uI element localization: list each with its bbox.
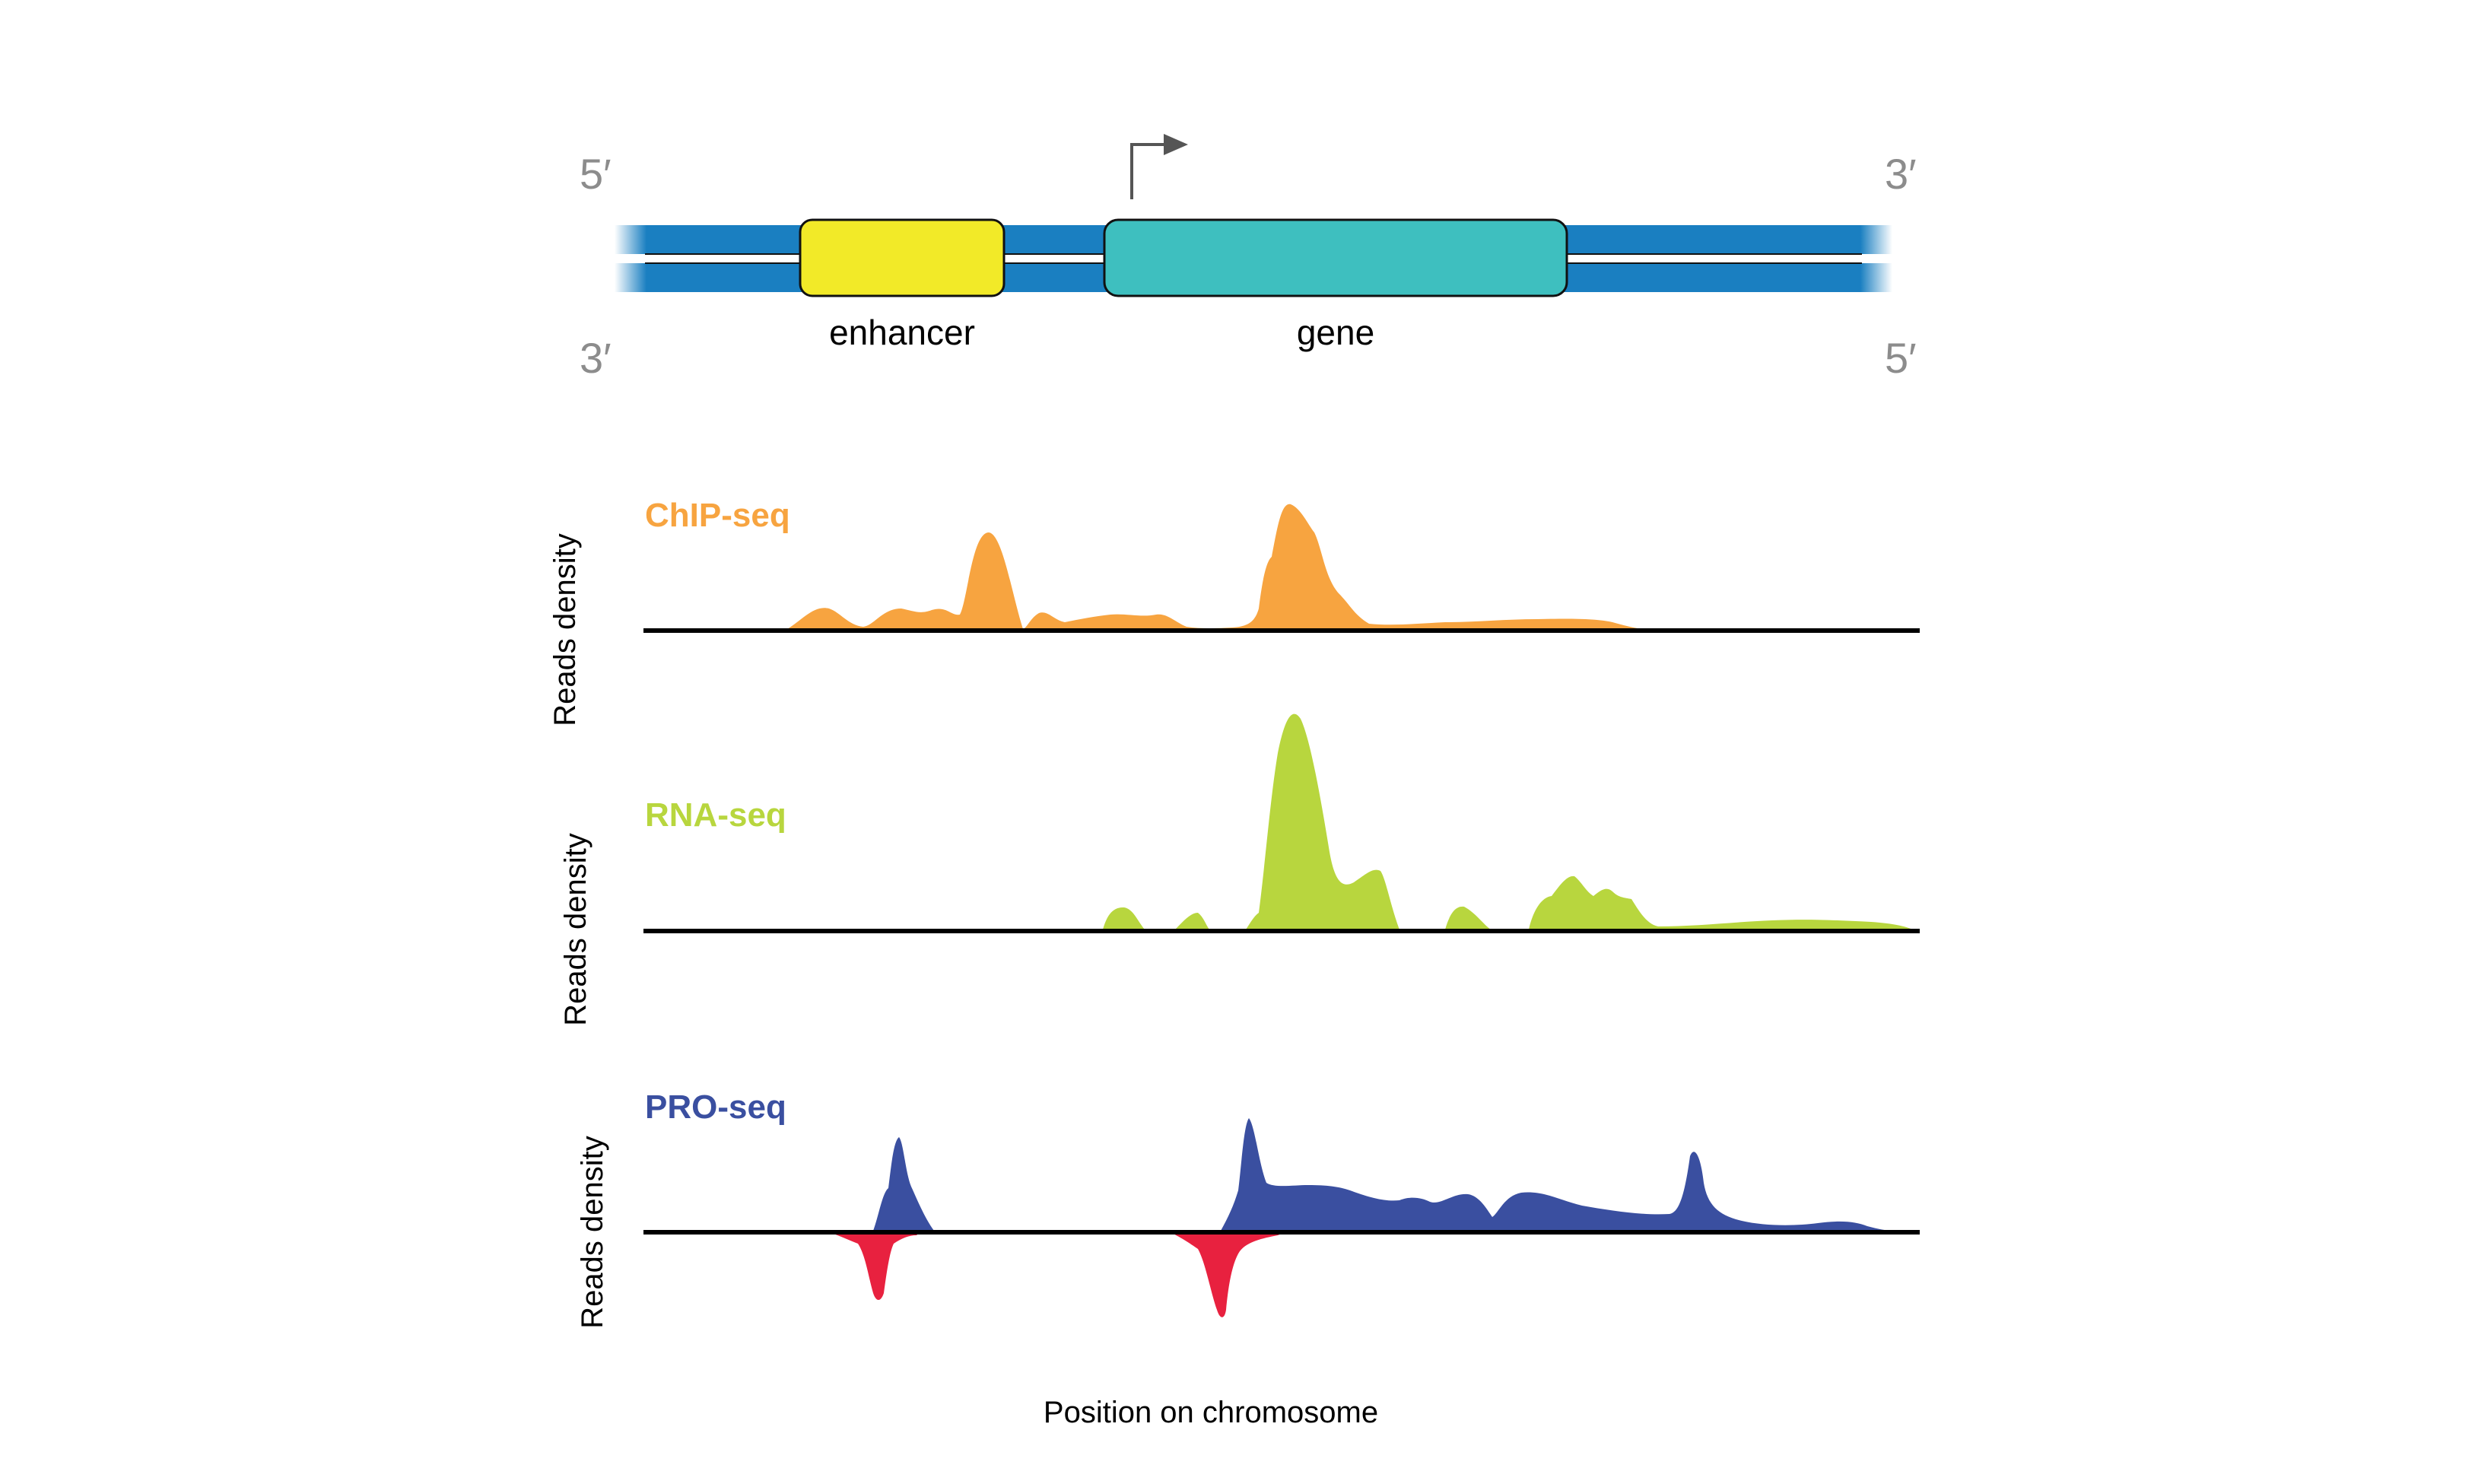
enhancer-label: enhancer [829, 313, 975, 352]
chipseq-track: ChIP-seq Reads density [548, 497, 1920, 726]
rnaseq-track: RNA-seq Reads density [559, 713, 1920, 1026]
gene-label: gene [1297, 313, 1374, 352]
chipseq-title: ChIP-seq [645, 497, 790, 534]
rnaseq-ylabel: Reads density [559, 833, 592, 1025]
top-right-3prime-label: 3′ [1885, 150, 1917, 198]
bottom-right-5prime-label: 5′ [1885, 334, 1917, 382]
transcription-start-arrow-icon [1130, 134, 1188, 199]
proseq-track: PRO-seq Reads density [576, 1088, 1920, 1329]
proseq-forward-signal-1 [873, 1137, 934, 1231]
proseq-reverse-signal-1 [829, 1232, 920, 1300]
proseq-forward-signal-2 [1221, 1118, 1894, 1231]
chipseq-signal [787, 504, 1643, 629]
gene-box [1103, 218, 1568, 297]
proseq-title: PRO-seq [645, 1088, 786, 1126]
top-left-5prime-label: 5′ [580, 150, 612, 198]
rnaseq-signal [1103, 713, 1913, 929]
dna-schematic: 5′ 3′ 3′ 5′ enhancer gene [580, 134, 1917, 382]
bottom-left-3prime-label: 3′ [580, 334, 612, 382]
enhancer-box [799, 218, 1005, 297]
rnaseq-title: RNA-seq [645, 796, 786, 834]
chipseq-ylabel: Reads density [548, 533, 582, 726]
x-axis-label: Position on chromosome [1044, 1396, 1378, 1429]
proseq-reverse-signal-2 [1170, 1232, 1285, 1317]
proseq-ylabel: Reads density [576, 1136, 609, 1328]
